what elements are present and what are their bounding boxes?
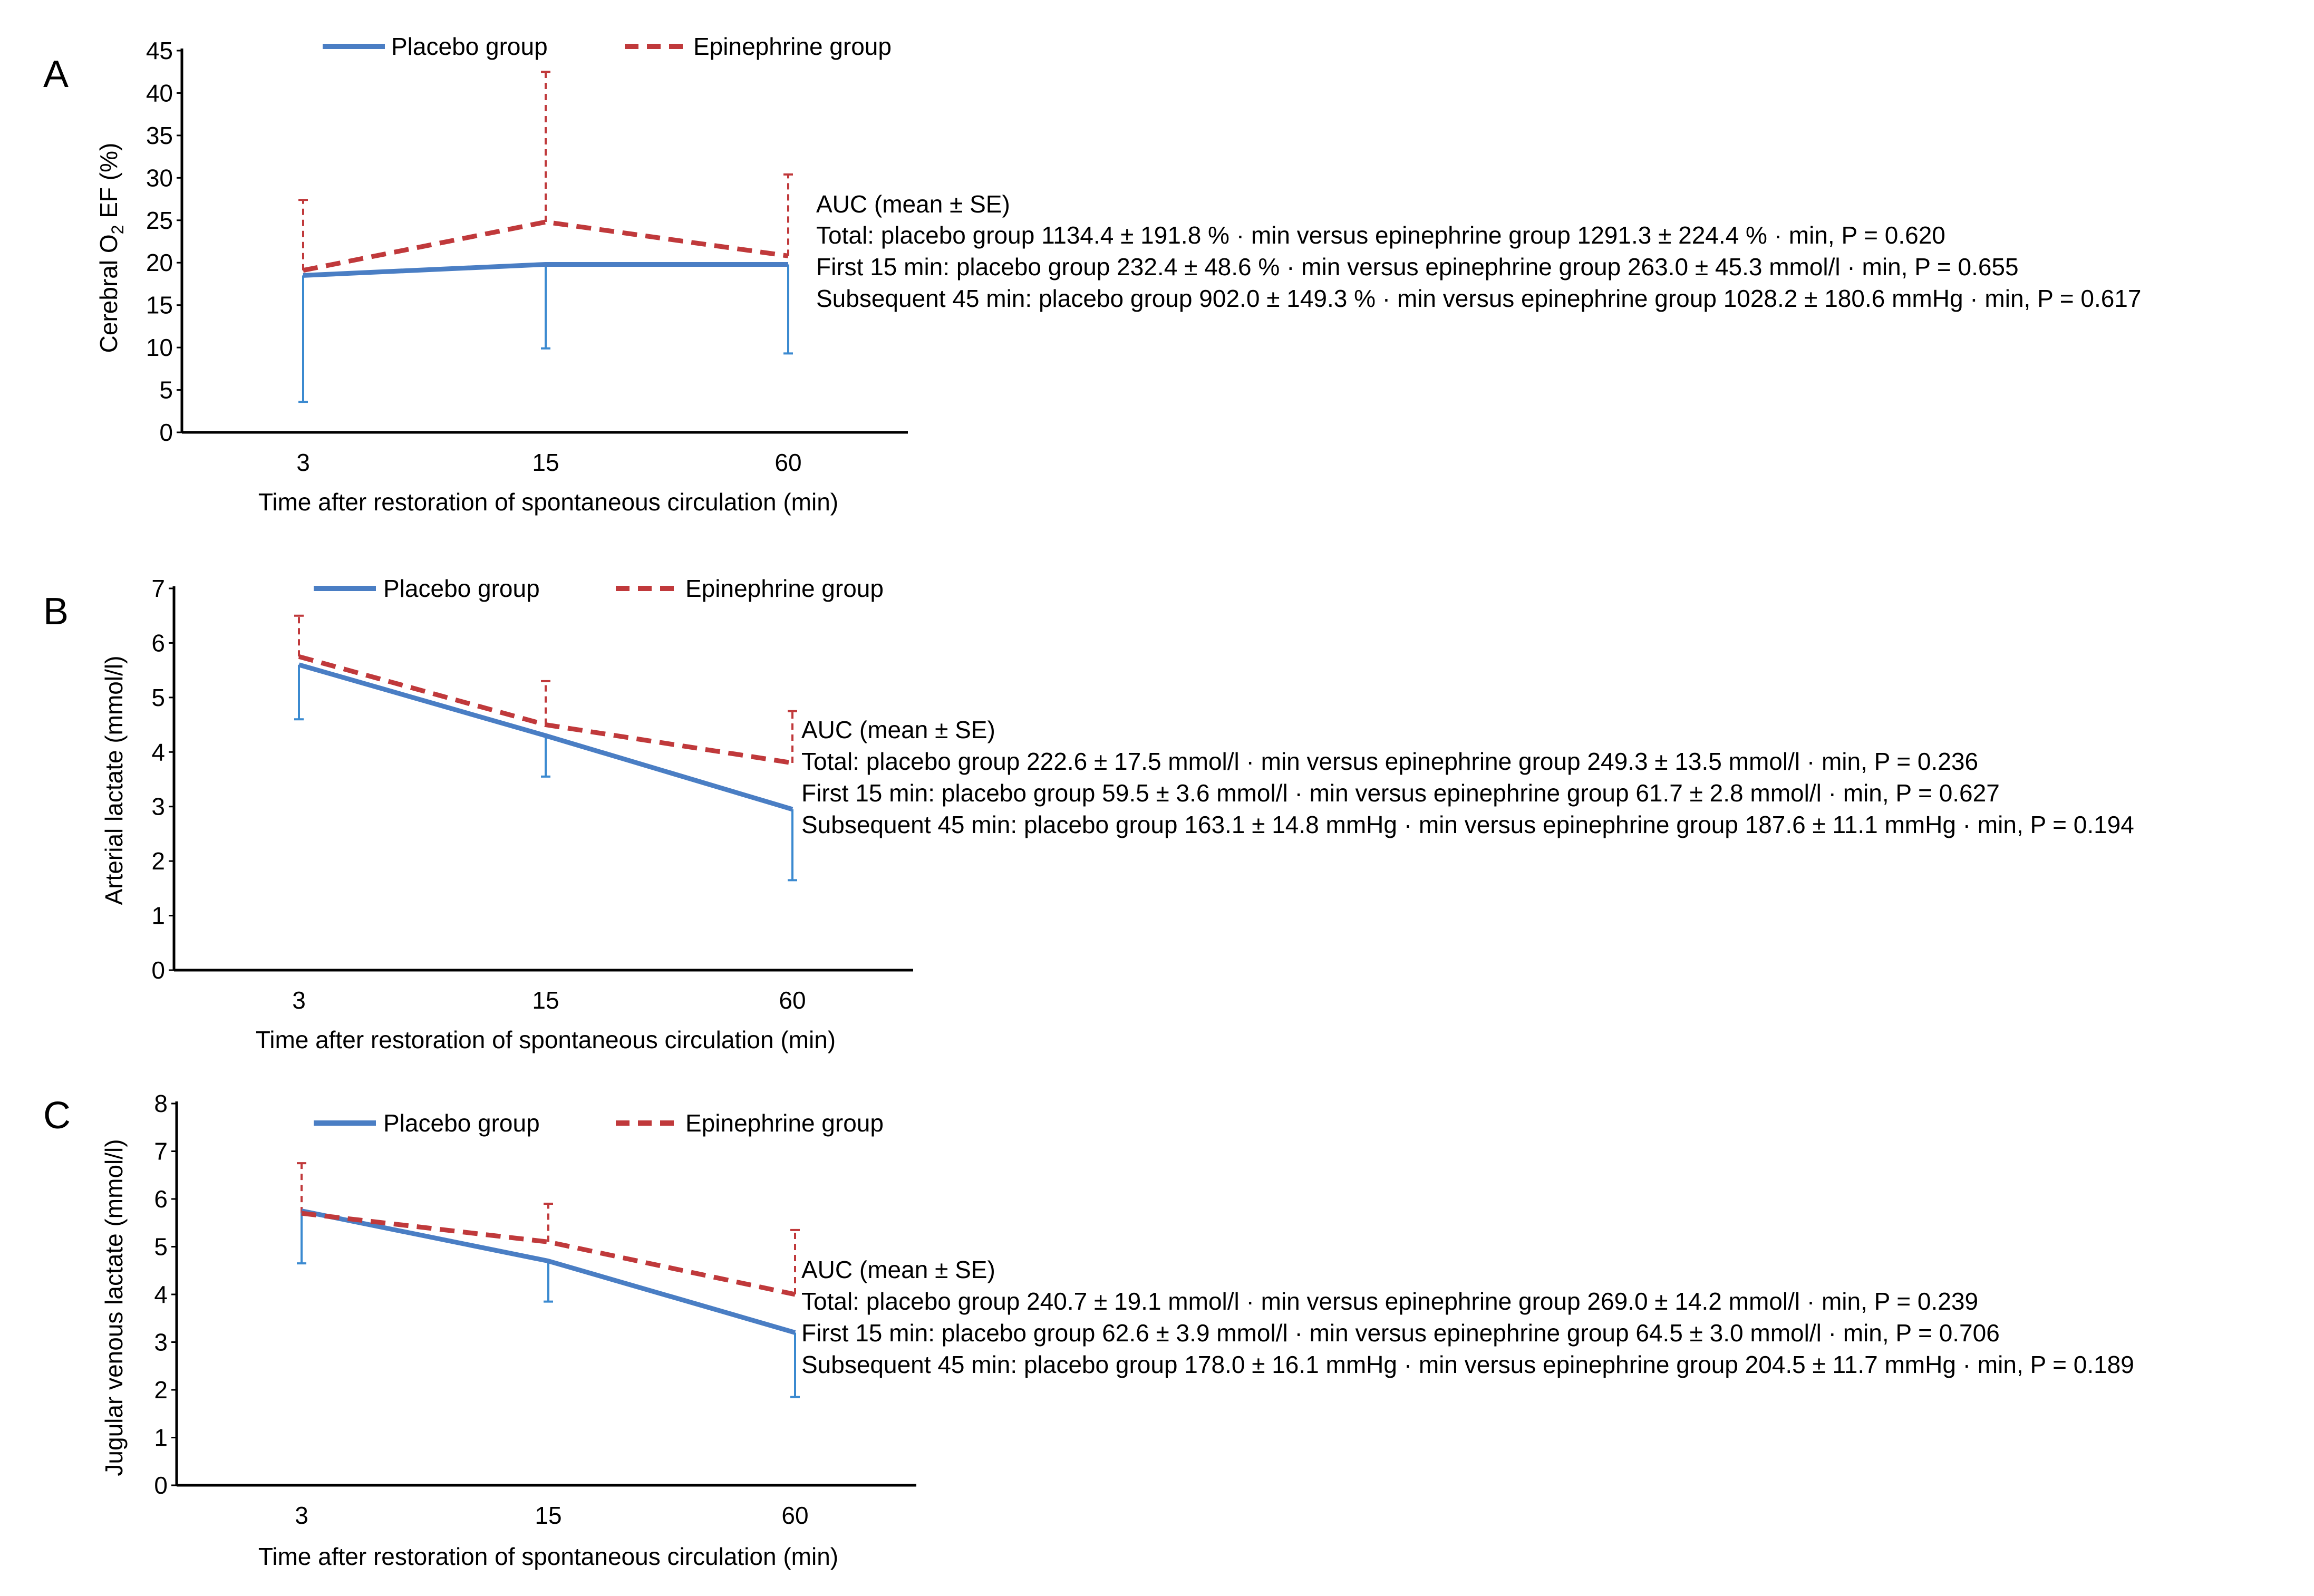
placebo-series-line xyxy=(301,1208,796,1335)
panel-b-auc-first: First 15 min: placebo group 59.5 ± 3.6 m… xyxy=(801,779,2000,807)
panel-b-auc-subsequent: Subsequent 45 min: placebo group 163.1 ±… xyxy=(801,811,2134,838)
y-tick-label: 4 xyxy=(154,1281,168,1308)
placebo-series-line xyxy=(298,662,793,812)
y-tick-label: 1 xyxy=(151,902,165,930)
panel-c-plot: 0 1 2 3 4 5 6 7 8 3 15 60 xyxy=(154,1090,916,1529)
y-tick-label: 35 xyxy=(146,122,173,149)
panel-a-y-title-subscript: 2 xyxy=(108,225,127,235)
y-tick-label: 25 xyxy=(146,207,173,234)
panel-b-letter: B xyxy=(43,591,69,633)
y-tick-label: 0 xyxy=(159,419,173,446)
x-tick-label: 15 xyxy=(532,986,559,1014)
panel-a-y-axis-title: Cerebral O2 EF (%) xyxy=(95,143,127,353)
panel-c-auc-title: AUC (mean ± SE) xyxy=(801,1256,995,1283)
epinephrine-series-line xyxy=(301,1211,796,1297)
panel-c: C Placebo group Epinephrine group Jugula… xyxy=(43,1090,2134,1570)
x-tick-label: 15 xyxy=(535,1502,561,1529)
y-tick-label: 4 xyxy=(151,738,165,766)
panel-a-x-axis-title: Time after restoration of spontaneous ci… xyxy=(258,488,838,516)
y-tick-label: 6 xyxy=(154,1185,168,1213)
x-tick-label: 60 xyxy=(781,1502,808,1529)
y-tick-label: 7 xyxy=(154,1138,168,1165)
panel-a-auc-first: First 15 min: placebo group 232.4 ± 48.6… xyxy=(816,253,2019,280)
legend-epinephrine-label: Epinephrine group xyxy=(685,575,884,602)
panel-a-y-title-rest: EF (%) xyxy=(95,143,122,225)
x-tick-label: 3 xyxy=(295,1502,308,1529)
y-tick-label: 5 xyxy=(151,684,165,711)
panel-c-auc-first: First 15 min: placebo group 62.6 ± 3.9 m… xyxy=(801,1319,2000,1347)
panel-c-auc-total: Total: placebo group 240.7 ± 19.1 mmol/l… xyxy=(801,1288,1978,1315)
panel-a-plot: 0 5 10 15 20 25 30 35 40 45 3 15 60 xyxy=(146,37,908,476)
panel-a-y-title-main: Cerebral O xyxy=(95,234,122,353)
x-tick-label: 3 xyxy=(296,449,310,476)
x-tick-label: 3 xyxy=(292,986,306,1014)
y-tick-label: 0 xyxy=(154,1472,168,1499)
panel-b: B Placebo group Epinephrine group Arteri… xyxy=(43,575,2134,1053)
panel-a-letter: A xyxy=(43,53,69,95)
panel-a-auc-box: AUC (mean ± SE) Total: placebo group 113… xyxy=(816,190,2141,312)
panel-b-x-axis-title: Time after restoration of spontaneous ci… xyxy=(256,1026,836,1053)
panel-c-legend: Placebo group Epinephrine group xyxy=(314,1109,884,1137)
y-tick-label: 10 xyxy=(146,334,173,361)
y-tick-label: 1 xyxy=(154,1424,168,1452)
x-tick-label: 15 xyxy=(532,449,559,476)
legend-placebo-label: Placebo group xyxy=(383,1109,540,1137)
panel-b-plot: 0 1 2 3 4 5 6 7 3 15 60 xyxy=(151,575,913,1014)
panel-b-auc-total: Total: placebo group 222.6 ± 17.5 mmol/l… xyxy=(801,748,1978,775)
panel-c-x-axis-title: Time after restoration of spontaneous ci… xyxy=(258,1543,838,1570)
legend-epinephrine-label: Epinephrine group xyxy=(693,33,892,60)
y-tick-label: 2 xyxy=(151,847,165,875)
legend-placebo-label: Placebo group xyxy=(383,575,540,602)
y-tick-label: 40 xyxy=(146,79,173,107)
y-tick-label: 15 xyxy=(146,292,173,319)
panel-b-auc-box: AUC (mean ± SE) Total: placebo group 222… xyxy=(801,716,2134,838)
legend-epinephrine-label: Epinephrine group xyxy=(685,1109,884,1137)
placebo-series-line xyxy=(303,262,788,278)
y-tick-label: 2 xyxy=(154,1376,168,1404)
y-tick-label: 7 xyxy=(151,575,165,602)
panel-a: A Placebo group Epinephrine group Cerebr… xyxy=(43,33,2141,516)
epinephrine-series-line xyxy=(298,654,793,766)
panel-b-auc-title: AUC (mean ± SE) xyxy=(801,716,995,743)
epinephrine-series-line xyxy=(303,219,789,273)
y-tick-label: 45 xyxy=(146,37,173,64)
panel-a-y-title: Cerebral O2 EF (%) xyxy=(95,143,127,353)
panel-b-legend: Placebo group Epinephrine group xyxy=(314,575,884,602)
x-tick-label: 60 xyxy=(774,449,801,476)
panel-a-auc-total: Total: placebo group 1134.4 ± 191.8 % · … xyxy=(816,221,1945,249)
y-tick-label: 3 xyxy=(154,1329,168,1356)
y-tick-label: 20 xyxy=(146,249,173,276)
y-tick-label: 5 xyxy=(159,376,173,404)
panel-a-auc-subsequent: Subsequent 45 min: placebo group 902.0 ±… xyxy=(816,285,2141,312)
legend-placebo-label: Placebo group xyxy=(391,33,548,60)
y-tick-label: 0 xyxy=(151,956,165,984)
y-tick-label: 8 xyxy=(154,1090,168,1117)
y-tick-label: 30 xyxy=(146,164,173,191)
panel-c-y-axis-title: Jugular venous lactate (mmol/l) xyxy=(100,1139,128,1476)
y-tick-label: 5 xyxy=(154,1233,168,1261)
y-tick-label: 6 xyxy=(151,629,165,656)
panel-c-auc-box: AUC (mean ± SE) Total: placebo group 240… xyxy=(801,1256,2134,1378)
x-tick-label: 60 xyxy=(779,986,806,1014)
panel-c-auc-subsequent: Subsequent 45 min: placebo group 178.0 ±… xyxy=(801,1351,2134,1378)
y-tick-label: 3 xyxy=(151,793,165,820)
panel-a-auc-title: AUC (mean ± SE) xyxy=(816,190,1010,218)
panel-b-y-axis-title: Arterial lactate (mmol/l) xyxy=(100,656,128,905)
panel-c-letter: C xyxy=(43,1095,71,1137)
panel-a-legend: Placebo group Epinephrine group xyxy=(323,33,892,60)
